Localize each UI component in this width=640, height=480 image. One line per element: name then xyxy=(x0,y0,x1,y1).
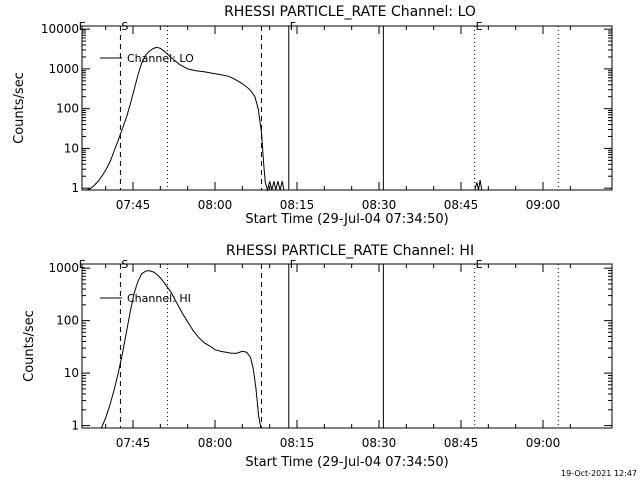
hi-channel-panel: RHESSI PARTICLE_RATE Channel: HI E S F E 07… xyxy=(22,243,613,470)
lo-marker-label-6: E xyxy=(476,20,483,33)
hi-x-axis-ticks: 07:45 08:00 08:15 08:30 08:45 09:00 xyxy=(105,264,571,450)
hi-x-tick-label-5: 09:00 xyxy=(526,436,561,450)
hi-legend-label: Channel: HI xyxy=(127,292,191,305)
lo-x-tick-label-0: 07:45 xyxy=(116,198,151,212)
hi-series-line-0 xyxy=(100,270,262,429)
lo-x-axis-label: Start Time (29-Jul-04 07:34:50) xyxy=(245,212,448,227)
hi-y-tick-label-3: 1000 xyxy=(48,261,79,275)
hi-x-axis-label: Start Time (29-Jul-04 07:34:50) xyxy=(245,455,448,470)
hi-x-tick-label-2: 08:15 xyxy=(280,436,315,450)
lo-series-group xyxy=(83,46,484,192)
lo-x-tick-label-2: 08:15 xyxy=(280,198,315,212)
lo-y-axis-label: Counts/sec xyxy=(12,72,27,144)
lo-series-line-0 xyxy=(83,46,285,192)
hi-x-tick-label-3: 08:30 xyxy=(362,436,397,450)
lo-y-tick-label-3: 1000 xyxy=(48,62,79,76)
hi-x-tick-label-1: 08:00 xyxy=(198,436,233,450)
lo-y-tick-label-1: 10 xyxy=(64,141,79,155)
lo-y-axis-ticks: 1 10 100 1000 10000 xyxy=(41,22,612,195)
lo-y-tick-label-0: 1 xyxy=(71,181,79,195)
lo-x-tick-label-5: 09:00 xyxy=(526,198,561,212)
hi-y-tick-label-2: 100 xyxy=(56,314,79,328)
hi-x-tick-label-4: 08:45 xyxy=(444,436,479,450)
lo-legend-label: Channel: LO xyxy=(127,52,194,65)
hi-x-tick-label-0: 07:45 xyxy=(116,436,151,450)
hi-y-axis-label: Counts/sec xyxy=(22,310,37,382)
lo-series-line-1 xyxy=(474,180,484,191)
lo-x-tick-label-3: 08:30 xyxy=(362,198,397,212)
lo-channel-panel: RHESSI PARTICLE_RATE Channel: LO E S F E 07… xyxy=(12,4,613,227)
hi-y-tick-label-1: 10 xyxy=(64,366,79,380)
hi-y-axis-ticks: 1 10 100 1000 xyxy=(48,261,612,433)
lo-marker-label-0: E xyxy=(79,20,86,33)
hi-chart-title: RHESSI PARTICLE_RATE Channel: HI xyxy=(226,243,474,259)
hi-marker-label-6: E xyxy=(476,258,483,271)
lo-x-axis-ticks: 07:45 08:00 08:15 08:30 08:45 09:00 xyxy=(105,26,571,212)
hi-y-tick-label-0: 1 xyxy=(71,419,79,433)
lo-marker-label-1: S xyxy=(121,20,128,33)
lo-y-tick-label-2: 100 xyxy=(56,102,79,116)
lo-y-tick-label-4: 10000 xyxy=(41,22,79,36)
generation-timestamp: 19-Oct-2021 12:47 xyxy=(561,469,637,478)
lo-chart-title: RHESSI PARTICLE_RATE Channel: LO xyxy=(224,4,476,20)
hi-plot-frame xyxy=(81,263,613,429)
lo-plot-frame xyxy=(81,25,613,191)
hi-marker-label-1: S xyxy=(121,258,128,271)
hi-series-group xyxy=(100,270,262,429)
lo-x-tick-label-4: 08:45 xyxy=(444,198,479,212)
hi-marker-label-0: E xyxy=(79,258,86,271)
lo-x-tick-label-1: 08:00 xyxy=(198,198,233,212)
hi-marker-label-4: F xyxy=(290,258,296,271)
lo-marker-label-4: F xyxy=(290,20,296,33)
